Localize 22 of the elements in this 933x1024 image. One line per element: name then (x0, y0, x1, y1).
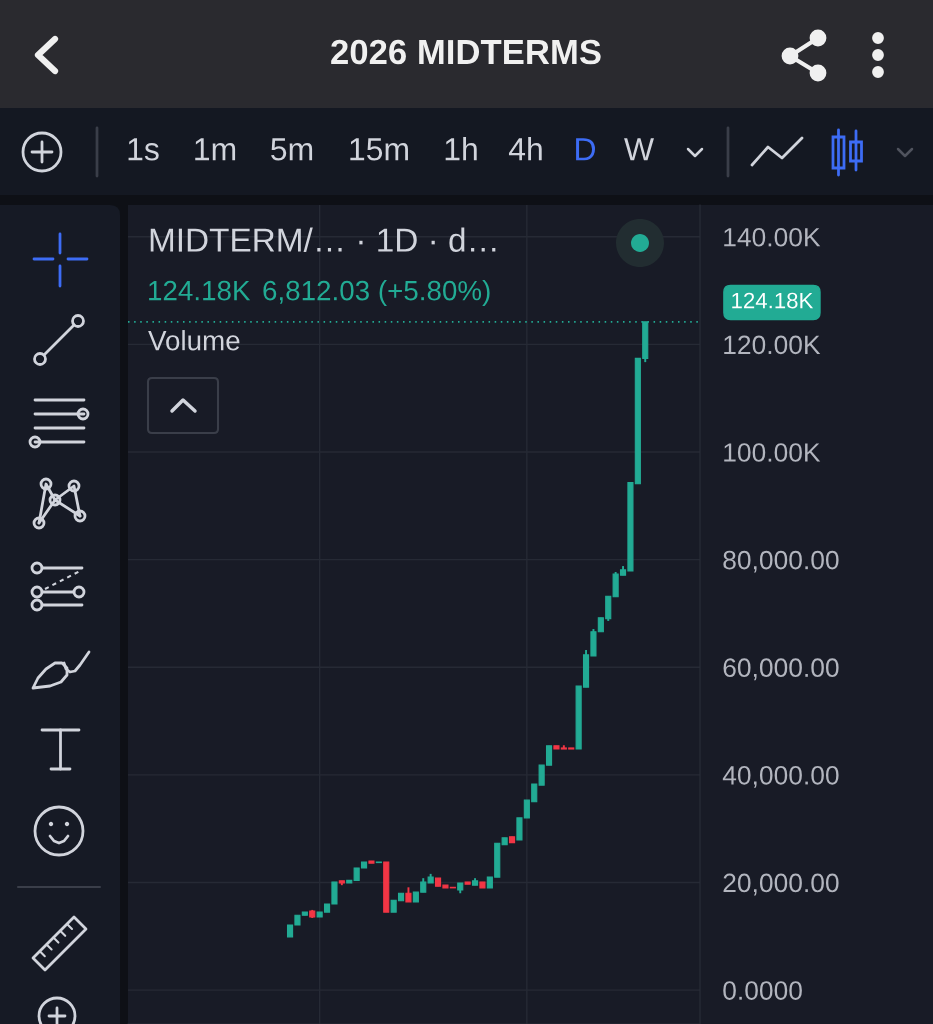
text: 1m (195, 138, 236, 161)
y-tick-label: 140.00K (724, 227, 821, 247)
chart-title: 2026 MIDTERMS (331, 39, 601, 65)
y-tick-label: 40,000.00 (722, 765, 839, 788)
y-tick-label: 60,000.00 (723, 658, 839, 681)
text: D (576, 138, 596, 161)
ref-line-label: 124.18K (732, 292, 814, 309)
y-tick-label: 120.00K (724, 335, 821, 355)
text: 5m (271, 138, 313, 161)
text: 1h (445, 137, 477, 161)
text: 124.18K (149, 280, 251, 301)
text: 15m (350, 138, 408, 161)
y-tick-label: 100.00K (724, 443, 821, 462)
annotation: 6,812.03 (+5.80%) (263, 280, 490, 306)
y-tick-label: 0.0000 (723, 981, 802, 1000)
text: 1s (128, 138, 159, 161)
text: 4h (508, 137, 542, 161)
text: W (624, 138, 654, 161)
text: Volume (148, 330, 240, 351)
annotation: MIDTERM/… · 1D · d… (150, 227, 496, 252)
y-tick-label: 80,000.00 (723, 550, 839, 573)
y-tick-label: 20,000.00 (723, 873, 839, 896)
